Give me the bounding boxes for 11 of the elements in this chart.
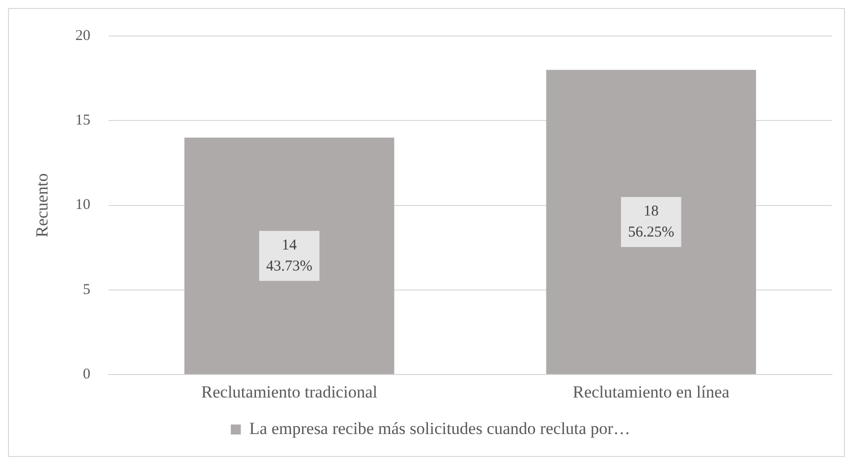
y-tick-label: 5 <box>82 282 90 298</box>
x-tick-label: Reclutamiento tradicional <box>201 382 378 402</box>
y-tick-label: 10 <box>75 197 90 214</box>
legend-label: La empresa recibe más solicitudes cuando recluta por… <box>249 418 630 438</box>
data-label: 14 43.73% <box>266 237 312 274</box>
y-tick-label: 15 <box>75 112 90 129</box>
data-label: 18 56.25% <box>628 203 674 240</box>
y-tick-label: 20 <box>75 28 90 44</box>
y-axis-title: Recuento <box>32 173 52 238</box>
y-tick-label: 0 <box>82 366 90 383</box>
x-tick-label: Reclutamiento en línea <box>572 382 730 402</box>
